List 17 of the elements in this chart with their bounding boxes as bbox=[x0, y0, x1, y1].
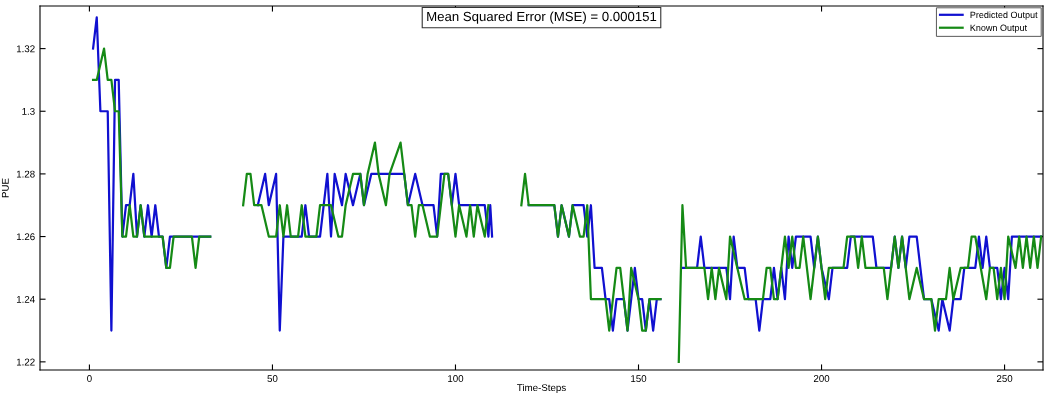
x-tick-label: 250 bbox=[996, 375, 1013, 382]
x-tick-label: 50 bbox=[267, 375, 278, 382]
x-tick-label: 200 bbox=[813, 375, 830, 382]
y-tick-label: 1.22 bbox=[16, 358, 35, 366]
legend-label: Known Output bbox=[970, 24, 1027, 33]
y-axis-title: PUE bbox=[1, 178, 9, 198]
x-tick-label: 100 bbox=[448, 375, 464, 382]
y-tick-label: 1.24 bbox=[16, 295, 35, 303]
legend-label: Predicted Output bbox=[970, 11, 1038, 20]
y-tick-label: 1.28 bbox=[16, 170, 35, 178]
y-tick-label: 1.26 bbox=[16, 233, 35, 241]
annotation: Mean Squared Error (MSE) = 0.000151 bbox=[427, 11, 657, 24]
x-tick-label: 150 bbox=[631, 375, 647, 382]
x-axis-title: Time-Steps bbox=[517, 383, 566, 393]
y-tick-label: 1.3 bbox=[22, 107, 35, 115]
y-tick-label: 1.32 bbox=[16, 45, 35, 53]
x-tick-label: 0 bbox=[87, 375, 92, 382]
